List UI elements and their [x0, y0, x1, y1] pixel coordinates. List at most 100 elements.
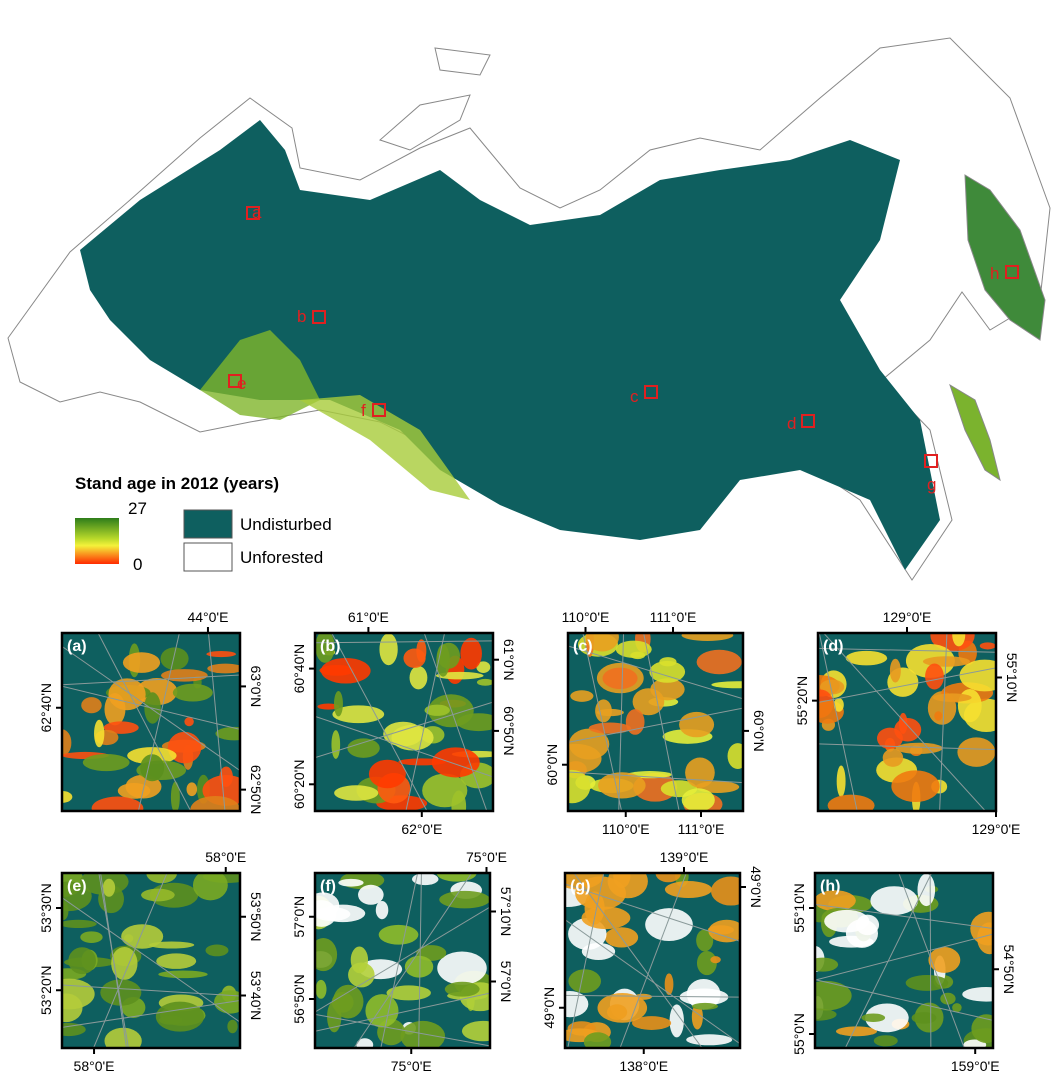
graticule [315, 715, 493, 778]
forest-area [80, 120, 940, 570]
coord-label: 159°0'E [951, 1058, 1000, 1074]
region-box [644, 385, 658, 399]
patch [681, 788, 715, 811]
coord-label: 57°0'N [291, 896, 307, 938]
panel-map [315, 633, 493, 811]
patch [350, 946, 369, 974]
patch [932, 693, 972, 702]
graticule [582, 633, 623, 811]
patch [81, 697, 102, 714]
graticule [62, 645, 240, 771]
patch [207, 663, 240, 674]
coord-label: 62°50'N [248, 765, 264, 815]
graticule [62, 1000, 240, 1028]
patch [409, 665, 428, 690]
inset-panel: (g) 139°0'E 138°0'E 49°0'N 49°0'N [541, 849, 764, 1074]
coord-label: 54°50'N [1001, 944, 1017, 994]
patch [315, 900, 337, 927]
patch [952, 1003, 962, 1013]
legend-title: Stand age in 2012 (years) [75, 474, 279, 493]
coord-label: 60°0'N [544, 744, 560, 786]
patch [315, 937, 338, 972]
graticule [97, 633, 192, 811]
patch [461, 1020, 490, 1042]
inset-panel: (a) 44°0'E 62°40'N 63°0'N 62°50'N [38, 609, 264, 815]
patch [456, 713, 493, 732]
coord-label: 75°0'E [391, 1058, 432, 1074]
patch [122, 652, 161, 673]
inset-panels: (a) 44°0'E 62°40'N 63°0'N 62°50'N (b) 61°0'E 62… [38, 609, 1020, 1074]
patch [184, 717, 194, 727]
patch [356, 1038, 374, 1048]
graticule [405, 633, 446, 811]
graticule [93, 873, 168, 1048]
patch [882, 748, 904, 767]
patch [378, 924, 419, 945]
panel-map [565, 873, 740, 1048]
region-box [246, 206, 260, 220]
inset-panel: (f) 75°0'E 75°0'E 57°0'N 56°50'N 57°10'N 57°0'… [291, 849, 514, 1074]
patch [655, 873, 681, 883]
graticule [62, 674, 240, 686]
patch [94, 719, 105, 748]
patch [917, 873, 936, 907]
graticule [100, 873, 128, 1048]
panel-frame [313, 871, 492, 1050]
patch [431, 747, 480, 778]
patch [691, 1003, 703, 1030]
graticule [815, 933, 993, 981]
panel-label: (d) [823, 638, 843, 655]
patch [979, 642, 996, 650]
patch [315, 979, 327, 999]
patch [568, 969, 602, 993]
patch [575, 876, 627, 910]
coord-label: 53°30'N [38, 883, 54, 933]
panel-map [62, 633, 240, 811]
patch [583, 1032, 612, 1048]
patch [870, 886, 918, 916]
graticule [331, 633, 428, 811]
coord-label: 55°10'N [791, 883, 807, 933]
patch [905, 974, 949, 991]
patch [62, 919, 97, 929]
coord-label: 111°0'E [650, 609, 697, 625]
coord-label: 58°0'E [74, 1058, 115, 1074]
patch [664, 881, 713, 899]
legend-label: Unforested [240, 548, 323, 567]
graticule [929, 873, 932, 1048]
coord-label: 139°0'E [660, 849, 709, 865]
graticule [565, 994, 740, 998]
coord-label: 56°50'N [291, 974, 307, 1024]
coord-label: 60°0'N [751, 710, 767, 752]
patch [172, 683, 213, 702]
colorbar-min: 0 [133, 555, 142, 574]
young-forest [300, 395, 470, 500]
patch [422, 773, 468, 808]
patch [833, 698, 844, 712]
patch [403, 648, 426, 668]
colorbar-max: 27 [128, 499, 147, 518]
patch [206, 651, 236, 658]
patch [320, 657, 371, 684]
patch [570, 690, 594, 702]
graticule [565, 919, 740, 1045]
overview-map [7, 37, 1051, 581]
patch [669, 1004, 684, 1038]
patch [865, 1003, 909, 1033]
panel-map [315, 873, 490, 1048]
panel-map [62, 873, 240, 1048]
panel-label: (f) [320, 878, 336, 895]
panel-map [815, 873, 993, 1048]
patch [82, 753, 130, 772]
coord-label: 138°0'E [619, 1058, 668, 1074]
patch [368, 759, 406, 789]
unforested-swatch [183, 542, 233, 572]
patch [645, 908, 693, 942]
patch [435, 671, 484, 680]
panel-frame [60, 871, 242, 1050]
patch [934, 711, 943, 721]
patch [424, 704, 450, 716]
graticule [643, 633, 680, 811]
patch [568, 743, 602, 774]
